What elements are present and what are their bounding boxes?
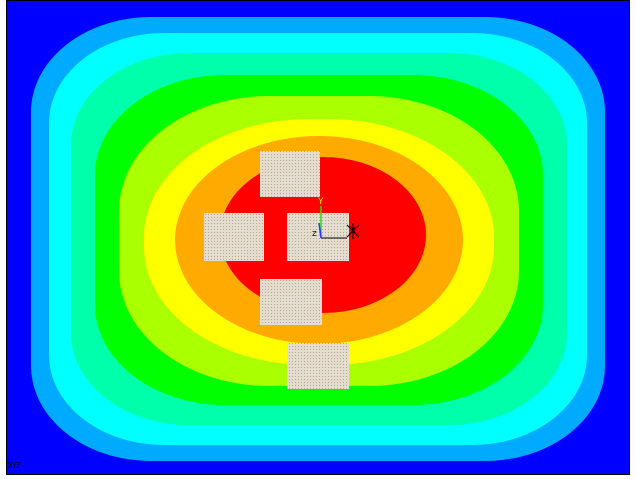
origin-marker-icon bbox=[346, 223, 360, 239]
triad-z-axis bbox=[318, 222, 322, 239]
mesh-patch-bottom bbox=[287, 343, 349, 389]
mesh-patch-center bbox=[287, 213, 349, 261]
coordinate-triad: Y X Z bbox=[312, 197, 360, 239]
mesh-patch-top bbox=[260, 151, 320, 197]
contour-plot-area[interactable]: Y X Z bbox=[6, 0, 630, 475]
mesh-patch-lower bbox=[260, 279, 322, 325]
triad-y-label: Y bbox=[317, 197, 324, 207]
mesh-patch-left bbox=[204, 213, 264, 261]
contour-plot: Y X Z bbox=[7, 1, 629, 474]
triad-z-label: Z bbox=[312, 230, 317, 238]
corner-triad-label: XYZ bbox=[8, 461, 20, 470]
